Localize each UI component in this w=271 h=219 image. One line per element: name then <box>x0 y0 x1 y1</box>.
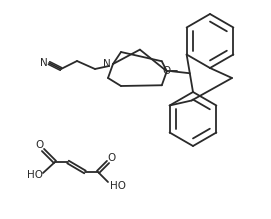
Text: N: N <box>40 58 48 68</box>
Text: O: O <box>36 140 44 150</box>
Text: N: N <box>103 59 111 69</box>
Text: HO: HO <box>27 170 43 180</box>
Text: O: O <box>163 66 171 76</box>
Text: HO: HO <box>110 181 126 191</box>
Text: O: O <box>108 153 116 163</box>
